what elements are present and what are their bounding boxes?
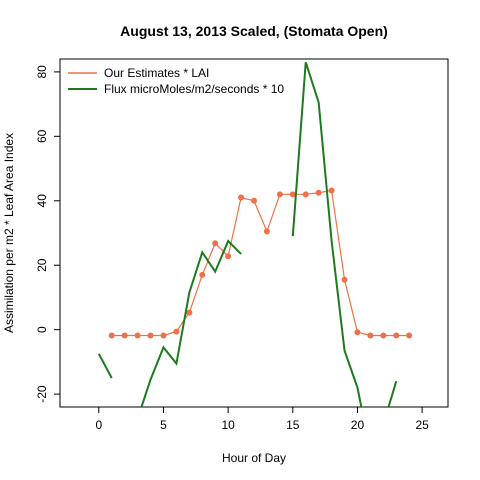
data-point-estimates (186, 309, 193, 316)
x-tick-label: 25 (415, 418, 429, 432)
y-tick-label: -20 (35, 385, 49, 403)
series-line-flux (97, 353, 113, 379)
y-axis: -20 0 20 40 60 80 (35, 65, 60, 403)
data-point-estimates (406, 332, 413, 339)
data-point-estimates (212, 240, 219, 247)
data-point-estimates (173, 328, 180, 335)
data-point-estimates (354, 329, 361, 336)
data-point-estimates (341, 276, 348, 283)
y-tick-label: 20 (35, 258, 49, 272)
y-axis-label: Assimilation per m2 * Leaf Area Index (2, 133, 16, 333)
data-point-estimates (289, 191, 296, 198)
data-point-estimates (380, 332, 387, 339)
data-point-estimates (328, 187, 335, 194)
series-line-flux (140, 239, 242, 407)
legend: Our Estimates * LAI Flux microMoles/m2/s… (68, 66, 284, 96)
data-point-estimates (121, 332, 128, 339)
data-point-estimates (199, 271, 206, 278)
y-tick-label: 40 (35, 194, 49, 208)
legend-label-estimates: Our Estimates * LAI (104, 66, 209, 80)
y-tick-label: 80 (35, 65, 49, 79)
data-point-estimates (367, 332, 374, 339)
y-tick-label: 0 (35, 326, 49, 333)
data-point-estimates (251, 197, 257, 204)
legend-label-flux: Flux microMoles/m2/seconds * 10 (104, 82, 284, 96)
x-tick-label: 0 (95, 418, 102, 432)
data-point-estimates (225, 253, 232, 260)
series-line-estimates (111, 189, 410, 337)
data-point-estimates (302, 191, 309, 198)
series-line-flux (291, 61, 363, 407)
x-tick-label: 10 (221, 418, 235, 432)
x-axis-label: Hour of Day (222, 451, 286, 465)
chart-title: August 13, 2013 Scaled, (Stomata Open) (120, 23, 388, 39)
data-point-estimates (134, 332, 141, 339)
x-tick-label: 15 (286, 418, 300, 432)
data-point-estimates (160, 332, 167, 339)
series-line-flux (387, 380, 398, 407)
x-axis: 0 5 10 15 20 25 (95, 407, 429, 432)
data-point-estimates (263, 228, 270, 235)
plot-area (97, 61, 413, 407)
data-point-estimates (108, 332, 115, 339)
data-point-estimates (276, 191, 283, 198)
data-point-estimates (315, 189, 322, 196)
data-point-estimates (238, 194, 245, 201)
x-tick-label: 5 (160, 418, 167, 432)
x-tick-label: 20 (351, 418, 365, 432)
data-point-estimates (147, 332, 154, 339)
plot-frame (59, 58, 449, 408)
data-point-estimates (393, 332, 400, 339)
y-tick-label: 60 (35, 129, 49, 143)
